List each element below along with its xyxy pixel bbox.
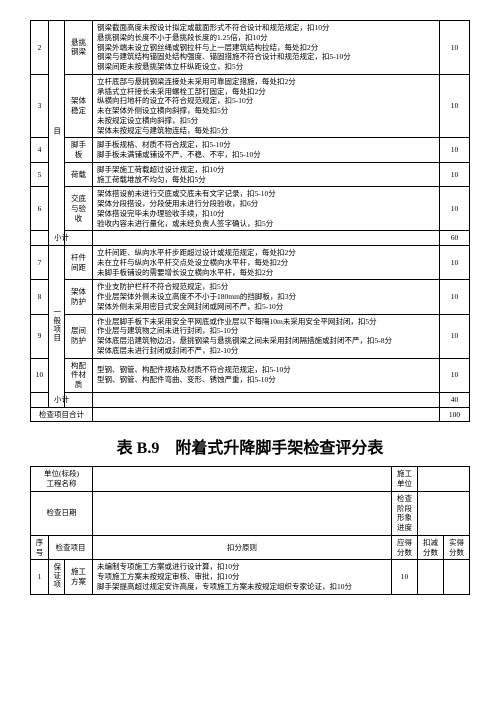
detail-cell: 立杆底部与悬挑钢梁连接处未采用可靠固定措施，每处扣2分承插式立杆接长未采用螺栓工… — [93, 74, 440, 138]
subtotal-label: 小计 — [31, 392, 93, 407]
detail-cell: 型钢、钢管、构配件规格及材质不符合规范规定，扣5-10分型钢、钢管、构配件弯曲、… — [93, 358, 440, 392]
col-header: 扣减分数 — [418, 535, 444, 560]
score-cell: 10 — [440, 138, 470, 163]
num-cell: 5 — [31, 162, 49, 187]
subtotal-label: 小计 — [31, 231, 93, 246]
score-cell: 10 — [392, 560, 418, 594]
item-label: 交底与验收 — [65, 187, 93, 231]
header-blank — [418, 467, 470, 492]
blank-cell — [444, 560, 470, 594]
main-evaluation-table-full: 2 目 悬挑钢梁 钢梁截面高度未按设计拟定或截面形式不符合设计和规范规定，扣10… — [30, 20, 470, 422]
general-category: 一般项目 — [49, 246, 65, 408]
subtotal-score: 40 — [440, 392, 470, 407]
table-title: 表 B.9 附着式升降脚手架检查评分表 — [30, 434, 470, 458]
num-cell: 8 — [31, 280, 49, 314]
num-cell: 6 — [31, 187, 49, 231]
num-cell: 3 — [31, 74, 49, 138]
score-cell: 10 — [440, 314, 470, 358]
score-cell: 10 — [440, 187, 470, 231]
detail-cell: 立杆间距、纵向水平杆步距超过设计或规范规定，每处扣2分未在立杆与纵向水平杆交点处… — [93, 246, 440, 280]
blank-cell — [418, 560, 444, 594]
num-cell: 1 — [31, 560, 49, 594]
detail-cell: 脚手架施工荷载超过设计规定，扣10分施工荷载堆放不均匀，每处扣5分 — [93, 162, 440, 187]
blank-cell — [93, 407, 440, 422]
col-header: 实得分数 — [444, 535, 470, 560]
header-blank — [93, 491, 392, 535]
col-header: 序号 — [31, 535, 49, 560]
col-header: 应得分数 — [392, 535, 418, 560]
header-blank — [418, 491, 470, 535]
header-check-date: 检查日期 — [31, 491, 93, 535]
col-header: 检查项目 — [49, 535, 93, 560]
item-label: 架体防护 — [65, 280, 93, 314]
num-cell: 7 — [31, 246, 49, 280]
detail-cell: 钢梁截面高度未按设计拟定或截面形式不符合设计和规范规定，扣10分悬挑钢梁的长度不… — [93, 21, 440, 75]
item-label: 层间防护 — [65, 314, 93, 358]
score-cell: 10 — [440, 246, 470, 280]
detail-cell: 未编制专项施工方案或进行设计算，扣10分专项施工方案未按规定审核、审批，扣10分… — [93, 560, 392, 594]
item-label: 脚手板 — [65, 138, 93, 163]
header-stage: 检查阶段形象进度 — [392, 491, 418, 535]
item-label: 悬挑钢梁 — [65, 21, 93, 75]
second-evaluation-table: 单位(标段)工程名称 施工单位 检查日期 检查阶段形象进度 序号 检查项目 扣分… — [30, 466, 470, 594]
num-cell: 4 — [31, 138, 49, 163]
grand-total-label: 检查项目合计 — [31, 407, 93, 422]
category-label: 目 — [49, 21, 65, 246]
category-cell: 保证项 — [49, 560, 65, 594]
grand-total-score: 100 — [440, 407, 470, 422]
item-label: 架体稳定 — [65, 74, 93, 138]
score-cell: 10 — [440, 21, 470, 75]
num-cell: 2 — [31, 21, 49, 75]
score-cell: 10 — [440, 280, 470, 314]
header-left: 单位(标段)工程名称 — [31, 467, 93, 492]
item-cell: 施工方案 — [65, 560, 93, 594]
detail-cell: 作业支防护栏杆不符合规范规定，扣5分作业层架体外侧未设立高度不不小于180mm的… — [93, 280, 440, 314]
num-cell: 9 — [31, 314, 49, 358]
item-label: 荷载 — [65, 162, 93, 187]
num-cell: 10 — [31, 358, 49, 392]
detail-cell: 作业层脚手板下未采用安全平网底或作业层以下每隔10m未采用安全平网封闭，扣5分作… — [93, 314, 440, 358]
score-cell: 10 — [440, 162, 470, 187]
header-blank — [93, 467, 392, 492]
detail-cell: 架体搭设前未进行交底或交底未有文字记录，扣5-10分架体分段搭设，分段使用未进行… — [93, 187, 440, 231]
subtotal-score: 60 — [440, 231, 470, 246]
detail-cell: 脚手板规格、材质不符合规定，扣5-10分脚手板未满铺或铺设不严、不稳、不牢，扣5… — [93, 138, 440, 163]
score-cell: 10 — [440, 358, 470, 392]
blank-cell — [93, 231, 440, 246]
header-right: 施工单位 — [392, 467, 418, 492]
item-label: 构配件材质 — [65, 358, 93, 392]
score-cell: 10 — [440, 74, 470, 138]
col-header: 扣分原则 — [93, 535, 392, 560]
blank-cell — [93, 392, 440, 407]
item-label: 杆件间距 — [65, 246, 93, 280]
